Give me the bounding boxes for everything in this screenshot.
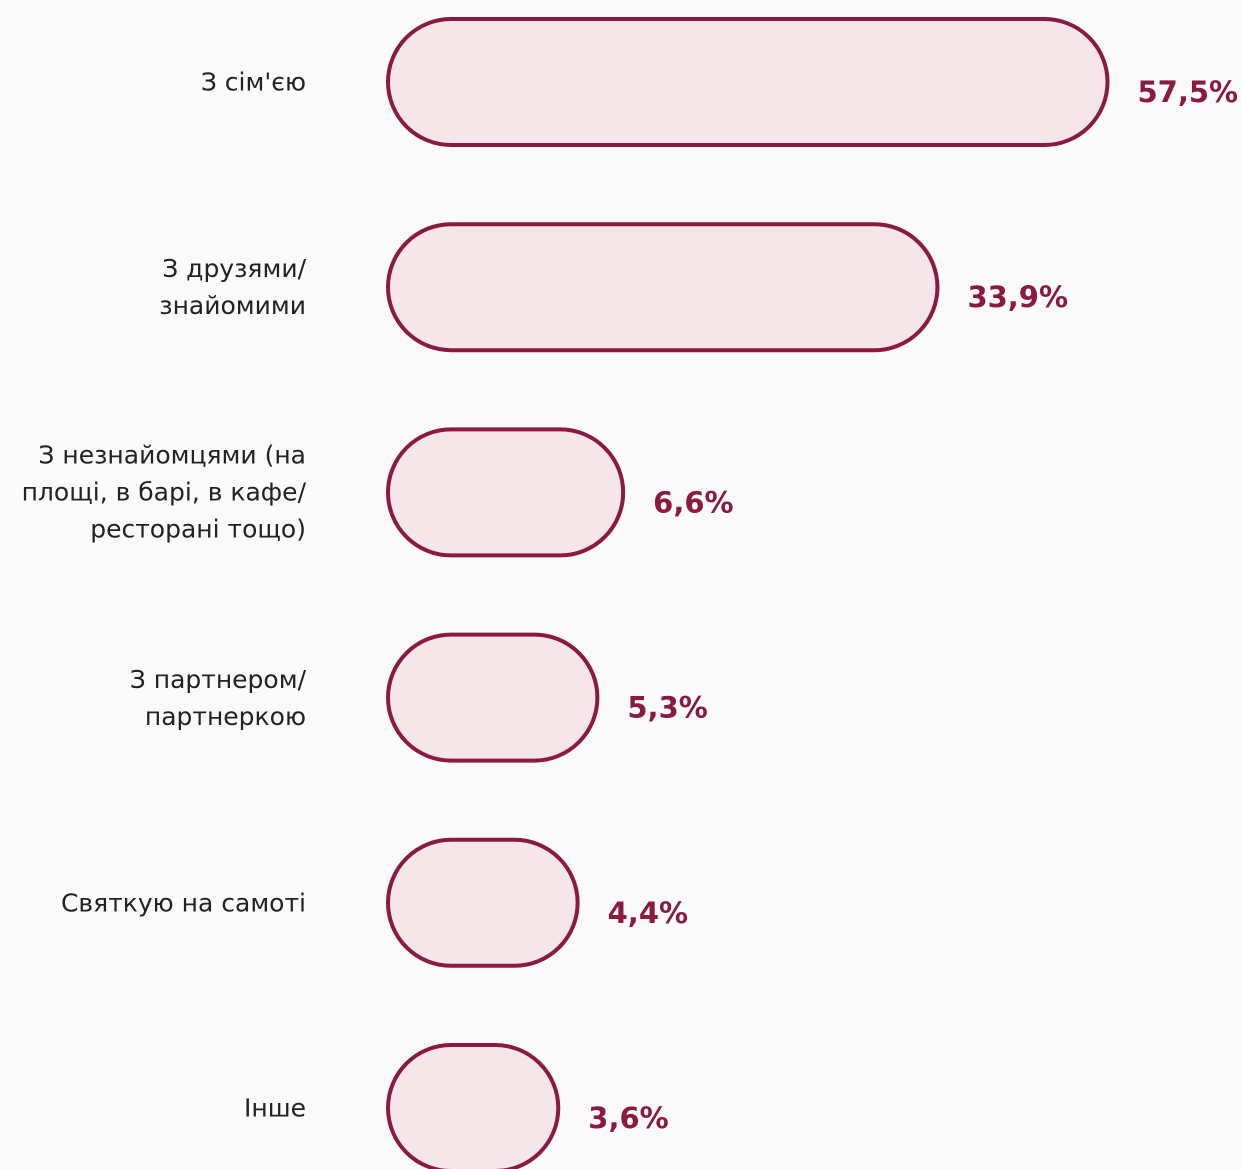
value-label: 57,5% [1138, 75, 1239, 109]
value-label: 6,6% [653, 485, 733, 519]
bar [386, 1043, 561, 1169]
bar [386, 837, 580, 968]
value-label: 3,6% [588, 1101, 668, 1135]
category-label: Інше [244, 1093, 306, 1123]
category-label: З партнером/ партнеркою [129, 664, 306, 731]
value-label: 4,4% [608, 896, 688, 930]
bar [386, 427, 626, 558]
bar [386, 17, 1110, 147]
category-label: З незнайомцями (на площі, в барі, в кафе… [21, 440, 306, 544]
category-label: З сім'єю [200, 67, 306, 97]
value-label: 5,3% [627, 691, 707, 725]
bar [386, 632, 600, 763]
category-label: З друзями/ знайомими [159, 254, 306, 321]
value-label: 33,9% [967, 280, 1068, 314]
bar [386, 222, 940, 353]
category-label: Святкую на самоті [60, 888, 306, 918]
